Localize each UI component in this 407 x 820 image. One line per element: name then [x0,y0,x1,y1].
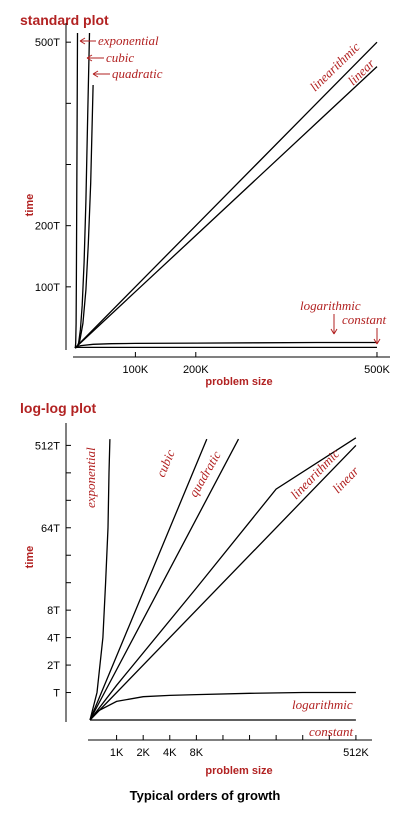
logarithmic-annotation: logarithmic [300,298,361,313]
linearithmic-annotation: linearithmic [287,446,342,502]
y-tick-label: 64T [41,523,60,535]
cubic-arrow [87,55,104,61]
standard-plot-ylabel: time [24,194,36,217]
y-tick-label: 512T [35,440,60,452]
y-tick-label: 4T [47,633,60,645]
exponential-curve [75,33,78,348]
log-log-plot-panel: log-log plot time problem size T 2T 4T 8T 64… [20,400,372,777]
y-tick-label: 100T [35,282,60,294]
x-tick-label: 8K [190,747,204,759]
standard-plot-xlabel: problem size [205,376,272,388]
x-tick-label: 2K [136,747,150,759]
log-log-plot-ylabel: time [24,546,36,569]
log-log-plot-xlabel: problem size [205,765,272,777]
x-tick-label: 100K [123,364,149,376]
x-tick-label: 500K [364,364,390,376]
standard-plot-panel: standard plot time problem size 100T 200T… [20,12,390,388]
constant-arrow [374,328,380,344]
exponential-arrow [80,38,96,44]
quadratic-annotation: quadratic [112,66,163,81]
constant-annotation: constant [309,724,353,739]
quadratic-curve [90,439,239,720]
log-log-plot-title: log-log plot [20,400,97,416]
logarithmic-annotation: logarithmic [292,697,353,712]
y-tick-label: 2T [47,660,60,672]
cubic-annotation: cubic [153,447,178,479]
exponential-annotation: exponential [83,447,98,508]
x-tick-label: 4K [163,747,177,759]
logarithmic-arrow [331,314,337,334]
quadratic-annotation: quadratic [186,448,224,499]
y-tick-label: 200T [35,221,60,233]
quadratic-arrow [93,71,110,77]
standard-plot-title: standard plot [20,12,109,28]
y-tick-label: T [53,688,60,700]
constant-annotation: constant [342,312,386,327]
exponential-annotation: exponential [98,33,159,48]
figure-caption: Typical orders of growth [130,788,281,803]
x-tick-label: 1K [110,747,124,759]
y-tick-label: 8T [47,605,60,617]
linear-curve [90,445,356,720]
cubic-curve [90,439,207,720]
x-tick-label: 200K [183,364,209,376]
x-tick-label: 512K [343,747,369,759]
y-tick-label: 500T [35,37,60,49]
cubic-annotation: cubic [106,50,134,65]
